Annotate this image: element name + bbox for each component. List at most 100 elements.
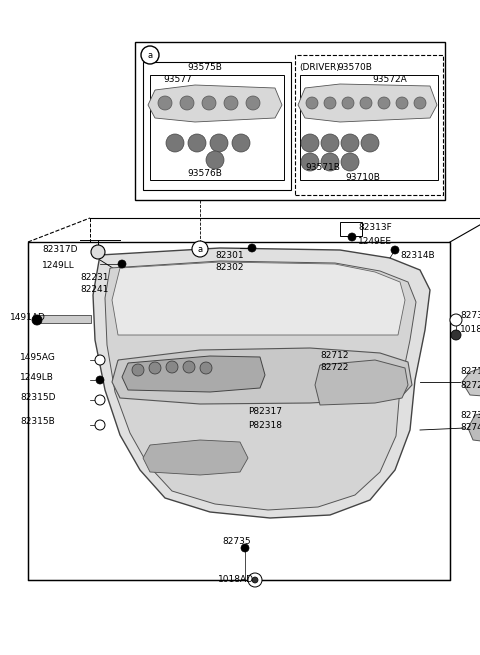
Circle shape bbox=[301, 153, 319, 171]
PathPatch shape bbox=[315, 360, 408, 405]
Text: 82301: 82301 bbox=[215, 252, 244, 261]
Bar bbox=[150, 75, 284, 180]
Circle shape bbox=[324, 97, 336, 109]
Text: 93710B: 93710B bbox=[345, 174, 380, 183]
Circle shape bbox=[414, 97, 426, 109]
PathPatch shape bbox=[122, 356, 265, 392]
Text: 82313F: 82313F bbox=[358, 223, 392, 233]
PathPatch shape bbox=[148, 85, 282, 122]
Text: 82731: 82731 bbox=[460, 411, 480, 419]
PathPatch shape bbox=[105, 261, 416, 510]
Circle shape bbox=[202, 96, 216, 110]
Text: 82315B: 82315B bbox=[20, 417, 55, 426]
Circle shape bbox=[95, 355, 105, 365]
PathPatch shape bbox=[112, 348, 412, 404]
Circle shape bbox=[149, 362, 161, 374]
Circle shape bbox=[252, 577, 258, 583]
Text: a: a bbox=[147, 50, 153, 60]
Text: 82720D: 82720D bbox=[460, 381, 480, 390]
Circle shape bbox=[32, 315, 42, 325]
Text: 93576B: 93576B bbox=[188, 168, 222, 178]
Circle shape bbox=[118, 260, 126, 268]
Bar bbox=[295, 55, 443, 195]
Text: 82314B: 82314B bbox=[400, 252, 434, 261]
Text: 93570B: 93570B bbox=[337, 64, 372, 73]
Text: 93572A: 93572A bbox=[372, 75, 407, 84]
Circle shape bbox=[246, 96, 260, 110]
Circle shape bbox=[341, 134, 359, 152]
Circle shape bbox=[396, 97, 408, 109]
Circle shape bbox=[391, 246, 399, 254]
Circle shape bbox=[378, 97, 390, 109]
PathPatch shape bbox=[93, 248, 430, 518]
Text: 82241: 82241 bbox=[80, 286, 108, 295]
Text: 93571B: 93571B bbox=[305, 164, 340, 172]
Circle shape bbox=[348, 233, 356, 241]
Circle shape bbox=[248, 244, 256, 252]
PathPatch shape bbox=[112, 262, 405, 335]
Text: 93575B: 93575B bbox=[188, 64, 222, 73]
Text: 1249LB: 1249LB bbox=[20, 373, 54, 383]
Circle shape bbox=[321, 134, 339, 152]
Text: 82231: 82231 bbox=[80, 274, 108, 282]
Circle shape bbox=[232, 134, 250, 152]
Text: 1495AG: 1495AG bbox=[20, 354, 56, 362]
Text: 82735: 82735 bbox=[222, 538, 251, 546]
Circle shape bbox=[206, 151, 224, 169]
Circle shape bbox=[360, 97, 372, 109]
Circle shape bbox=[224, 96, 238, 110]
Text: P82317: P82317 bbox=[248, 407, 282, 417]
Circle shape bbox=[241, 544, 249, 552]
Text: (DRIVER): (DRIVER) bbox=[299, 63, 340, 72]
Circle shape bbox=[180, 96, 194, 110]
Circle shape bbox=[248, 573, 262, 587]
Text: 82302: 82302 bbox=[215, 263, 243, 272]
Text: a: a bbox=[197, 244, 203, 253]
Circle shape bbox=[210, 134, 228, 152]
Bar bbox=[36, 315, 91, 323]
Text: 1491AD: 1491AD bbox=[10, 314, 46, 322]
Bar bbox=[28, 242, 450, 580]
Circle shape bbox=[183, 361, 195, 373]
Text: P82318: P82318 bbox=[248, 421, 282, 430]
Circle shape bbox=[451, 330, 461, 340]
Text: 82722: 82722 bbox=[320, 364, 348, 373]
Circle shape bbox=[342, 97, 354, 109]
Text: 82317D: 82317D bbox=[42, 246, 77, 255]
Circle shape bbox=[166, 134, 184, 152]
Text: 1018AD: 1018AD bbox=[218, 576, 254, 584]
Text: 82741B: 82741B bbox=[460, 424, 480, 432]
PathPatch shape bbox=[468, 408, 480, 444]
Circle shape bbox=[158, 96, 172, 110]
Circle shape bbox=[132, 364, 144, 376]
Bar bbox=[340, 222, 362, 236]
Circle shape bbox=[96, 376, 104, 384]
Bar bbox=[143, 62, 291, 190]
PathPatch shape bbox=[298, 84, 437, 122]
Circle shape bbox=[200, 362, 212, 374]
Text: 1249LL: 1249LL bbox=[42, 261, 75, 269]
Circle shape bbox=[95, 420, 105, 430]
Text: 1018AD: 1018AD bbox=[460, 326, 480, 335]
Text: 82712: 82712 bbox=[320, 350, 348, 360]
Bar bbox=[300, 75, 438, 180]
Text: 82734A: 82734A bbox=[460, 310, 480, 320]
Text: 82710D: 82710D bbox=[460, 367, 480, 377]
Circle shape bbox=[306, 97, 318, 109]
Circle shape bbox=[301, 134, 319, 152]
Circle shape bbox=[188, 134, 206, 152]
Circle shape bbox=[141, 46, 159, 64]
Text: 82315D: 82315D bbox=[20, 394, 56, 403]
PathPatch shape bbox=[143, 440, 248, 475]
Circle shape bbox=[321, 153, 339, 171]
Circle shape bbox=[361, 134, 379, 152]
Circle shape bbox=[450, 314, 462, 326]
Text: 1249EE: 1249EE bbox=[358, 236, 392, 246]
Bar bbox=[135, 42, 445, 200]
PathPatch shape bbox=[462, 358, 480, 398]
Circle shape bbox=[192, 241, 208, 257]
Text: 93577: 93577 bbox=[163, 75, 192, 84]
Circle shape bbox=[166, 361, 178, 373]
Circle shape bbox=[341, 153, 359, 171]
Circle shape bbox=[95, 395, 105, 405]
